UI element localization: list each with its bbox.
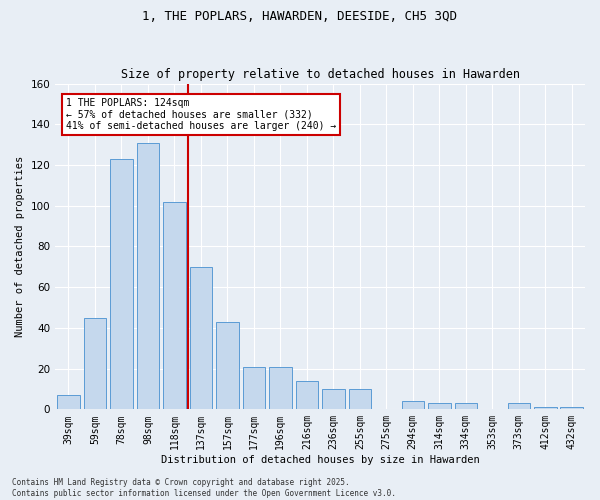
Bar (242, 366, 265, 410)
Bar (190, 267, 212, 410)
Bar (137, 142, 159, 410)
X-axis label: Distribution of detached houses by size in Hawarden: Distribution of detached houses by size … (161, 455, 479, 465)
Bar (110, 159, 133, 409)
Text: 1, THE POPLARS, HAWARDEN, DEESIDE, CH5 3QD: 1, THE POPLARS, HAWARDEN, DEESIDE, CH5 3… (143, 10, 458, 23)
Text: Contains HM Land Registry data © Crown copyright and database right 2025.
Contai: Contains HM Land Registry data © Crown c… (12, 478, 396, 498)
Text: 1 THE POPLARS: 124sqm
← 57% of detached houses are smaller (332)
41% of semi-det: 1 THE POPLARS: 124sqm ← 57% of detached … (66, 98, 336, 132)
Bar (163, 202, 185, 410)
Bar (322, 389, 344, 409)
Bar (401, 401, 424, 409)
Bar (428, 403, 451, 409)
Bar (269, 366, 292, 410)
Title: Size of property relative to detached houses in Hawarden: Size of property relative to detached ho… (121, 68, 520, 81)
Bar (216, 322, 239, 410)
Bar (57, 395, 80, 409)
Y-axis label: Number of detached properties: Number of detached properties (15, 156, 25, 337)
Bar (560, 408, 583, 410)
Bar (349, 389, 371, 409)
Bar (455, 403, 477, 409)
Bar (534, 408, 557, 410)
Bar (83, 318, 106, 410)
Bar (296, 381, 318, 410)
Bar (508, 403, 530, 409)
